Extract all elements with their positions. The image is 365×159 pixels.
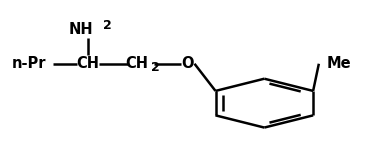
Text: O: O [182, 56, 194, 71]
Text: Me: Me [326, 56, 351, 71]
Text: 2: 2 [151, 61, 160, 74]
Text: NH: NH [69, 22, 94, 37]
Text: CH: CH [126, 56, 149, 71]
Text: 2: 2 [103, 19, 112, 32]
Text: CH: CH [76, 56, 99, 71]
Text: n-Pr: n-Pr [12, 56, 46, 71]
